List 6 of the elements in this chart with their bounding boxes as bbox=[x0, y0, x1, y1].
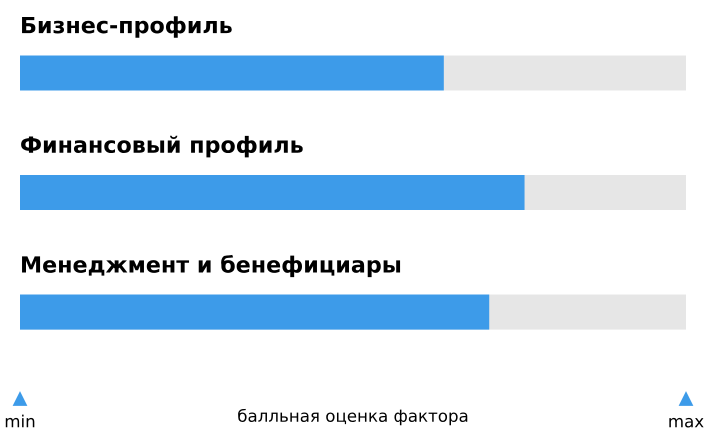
text: max bbox=[669, 418, 704, 428]
y-tick-label: Финансовый профиль bbox=[21, 136, 303, 158]
y-tick-label: Бизнес-профиль bbox=[22, 16, 232, 38]
text: min bbox=[6, 414, 34, 428]
y-tick-label: Менеджмент и бенефициары bbox=[22, 254, 400, 278]
x-axis-title: балльная оценка фактора bbox=[238, 408, 468, 426]
